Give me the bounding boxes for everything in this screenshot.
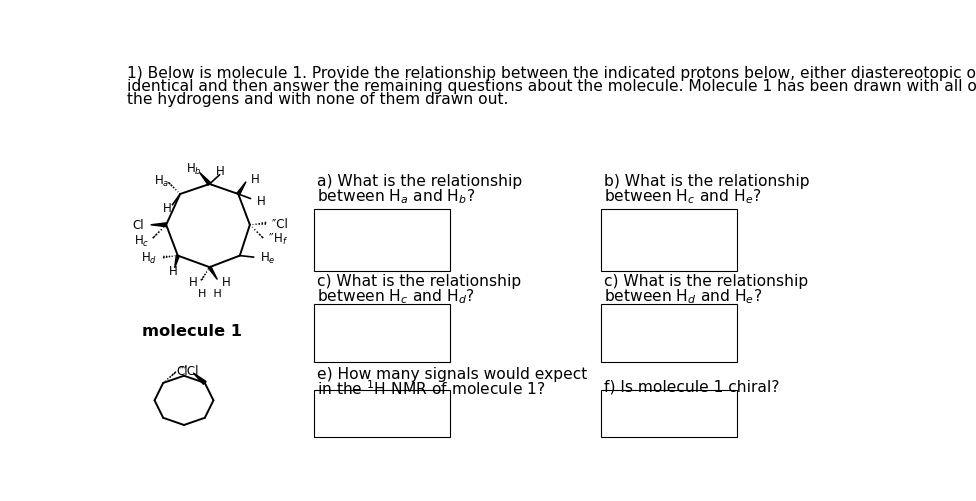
- Text: H: H: [222, 275, 230, 288]
- Text: ′′H$_f$: ′′H$_f$: [268, 231, 289, 246]
- Polygon shape: [208, 267, 218, 280]
- Text: c) What is the relationship: c) What is the relationship: [604, 274, 808, 289]
- Text: between H$_a$ and H$_b$?: between H$_a$ and H$_b$?: [317, 187, 475, 205]
- Text: c) What is the relationship: c) What is the relationship: [317, 274, 521, 289]
- Text: ′′Cl: ′′Cl: [271, 217, 289, 230]
- Text: molecule 1: molecule 1: [142, 323, 242, 338]
- Text: between H$_d$ and H$_e$?: between H$_d$ and H$_e$?: [604, 287, 762, 306]
- Polygon shape: [175, 256, 180, 269]
- Polygon shape: [237, 182, 246, 195]
- Text: the hydrogens and with none of them drawn out.: the hydrogens and with none of them draw…: [128, 92, 508, 107]
- Text: Cl: Cl: [176, 364, 187, 377]
- Bar: [314, 210, 450, 272]
- Text: between H$_c$ and H$_d$?: between H$_c$ and H$_d$?: [317, 287, 474, 306]
- Bar: [601, 305, 737, 362]
- Text: Cl: Cl: [133, 219, 144, 232]
- Text: H  H: H H: [198, 289, 222, 299]
- Text: 1) Below is molecule 1. Provide the relationship between the indicated protons b: 1) Below is molecule 1. Provide the rela…: [128, 66, 976, 81]
- Text: H: H: [251, 173, 260, 186]
- Polygon shape: [150, 223, 166, 227]
- Text: H: H: [188, 275, 197, 288]
- Text: H$_a$: H$_a$: [154, 173, 169, 188]
- Bar: [314, 391, 450, 437]
- Text: H: H: [257, 194, 265, 207]
- Text: f) Is molecule 1 chiral?: f) Is molecule 1 chiral?: [604, 379, 780, 394]
- Text: in the $^1$H NMR of molecule 1?: in the $^1$H NMR of molecule 1?: [317, 379, 546, 398]
- Bar: [601, 210, 737, 272]
- Text: ′′′Cl: ′′′Cl: [181, 364, 200, 377]
- Text: H: H: [217, 164, 225, 177]
- Text: H$_d$: H$_d$: [142, 250, 158, 265]
- Text: H$_e$: H$_e$: [260, 250, 275, 265]
- Text: between H$_c$ and H$_e$?: between H$_c$ and H$_e$?: [604, 187, 761, 205]
- Text: H: H: [169, 265, 178, 278]
- Text: a) What is the relationship: a) What is the relationship: [317, 174, 522, 189]
- Bar: [314, 305, 450, 362]
- Bar: [601, 391, 737, 437]
- Text: e) How many signals would expect: e) How many signals would expect: [317, 366, 588, 381]
- Polygon shape: [199, 173, 211, 186]
- Polygon shape: [193, 373, 206, 385]
- Text: H$_b$: H$_b$: [186, 162, 202, 177]
- Text: b) What is the relationship: b) What is the relationship: [604, 174, 810, 189]
- Text: identical and then answer the remaining questions about the molecule. Molecule 1: identical and then answer the remaining …: [128, 79, 976, 94]
- Text: H$_c$: H$_c$: [134, 233, 149, 248]
- Text: H: H: [163, 202, 172, 215]
